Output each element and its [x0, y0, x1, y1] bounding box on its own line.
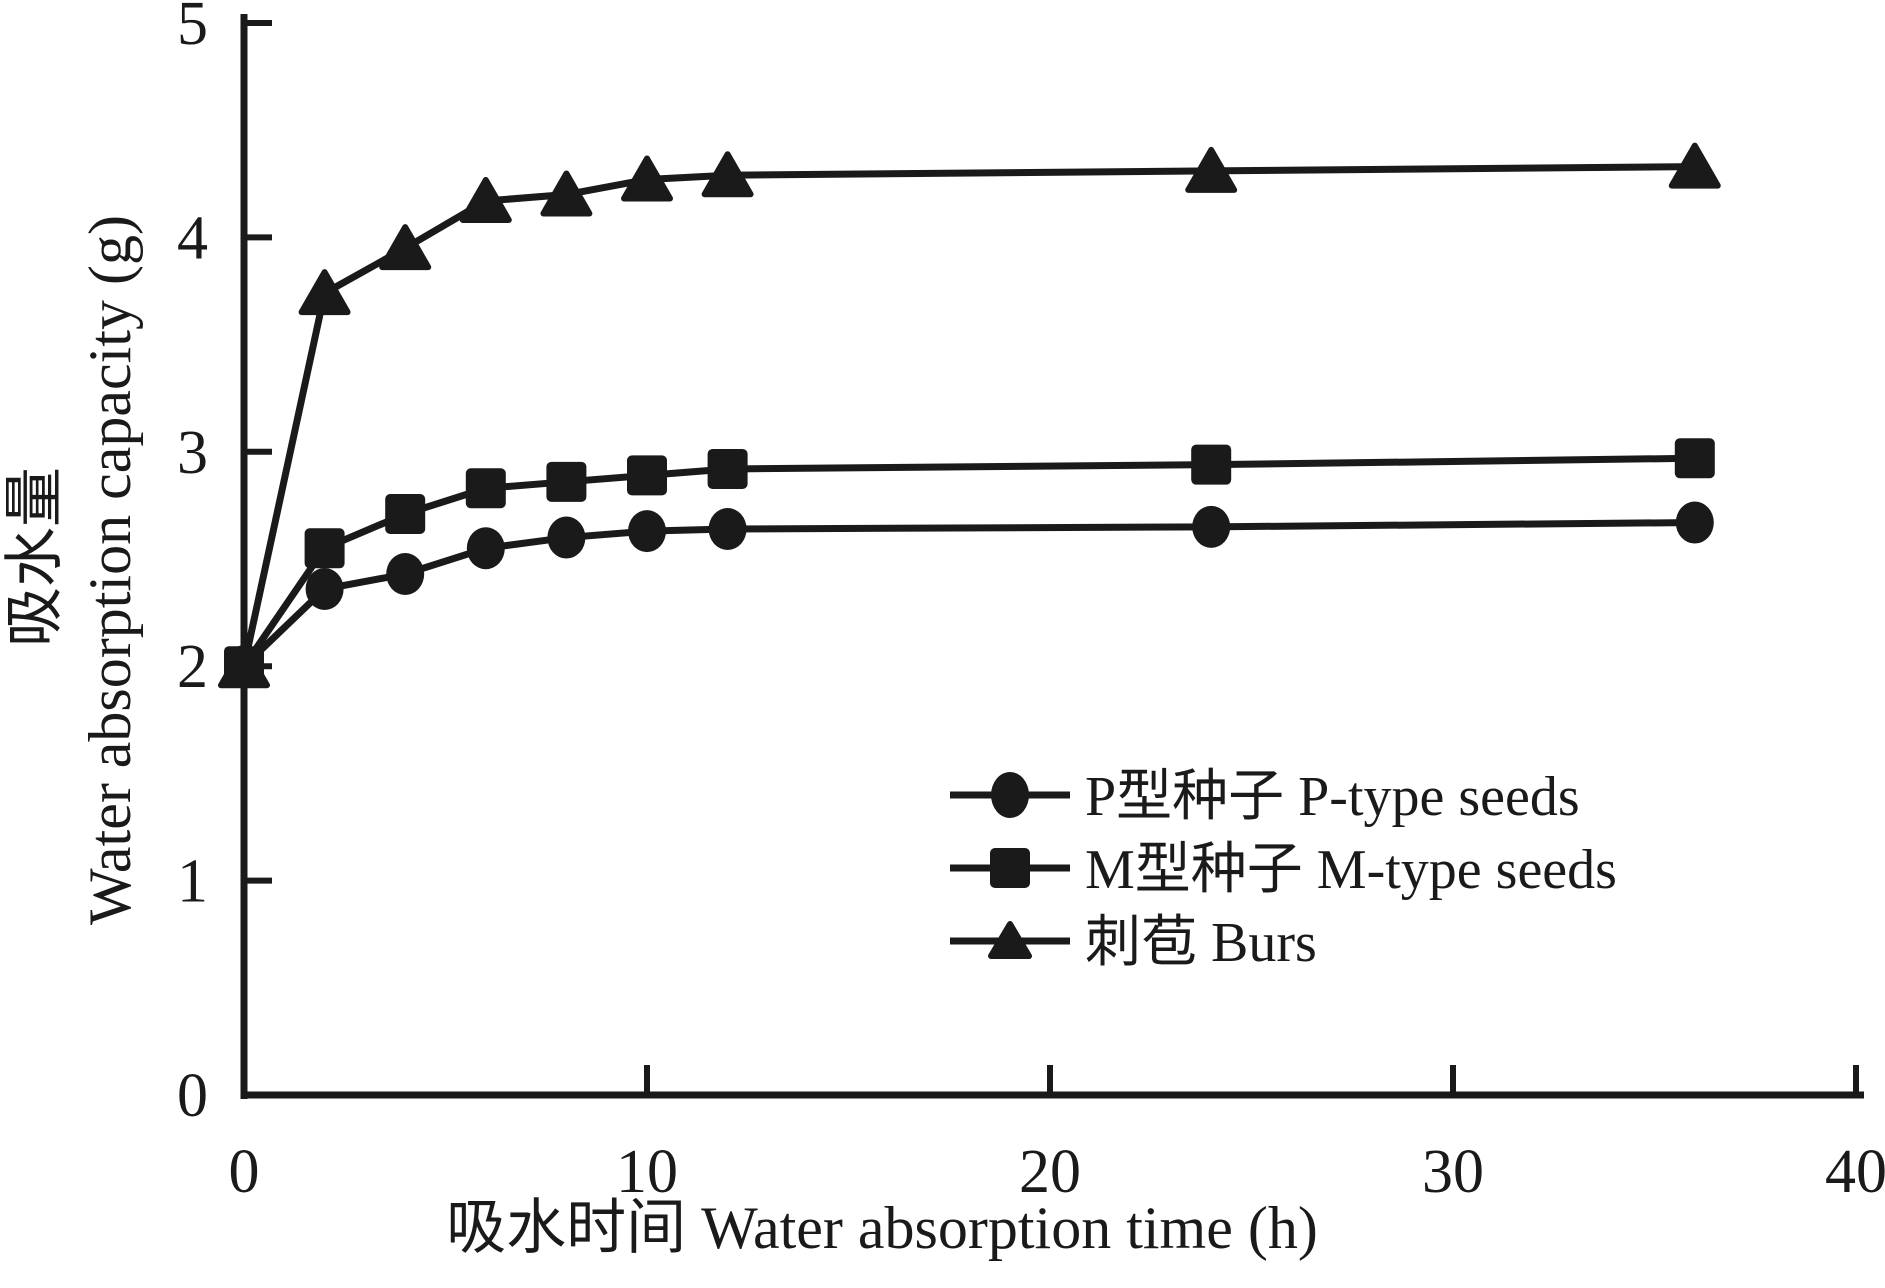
y-axis-title-cn: 吸水量 [2, 467, 68, 647]
x-tick-label-0: 0 [229, 1138, 260, 1206]
legend-label-square: M型种子 M-type seeds [1085, 839, 1617, 901]
data-point-triangle-10h [621, 155, 673, 202]
data-point-triangle-12h [701, 151, 754, 198]
x-tick-label-20: 20 [1019, 1138, 1081, 1206]
data-point-triangle-8h [540, 170, 593, 217]
data-point-triangle-4h [379, 224, 432, 271]
data-point-square-4h [385, 493, 426, 534]
x-axis-title: 吸水时间 Water absorption time (h) [446, 1195, 1318, 1261]
data-point-square-10h [627, 455, 667, 496]
data-point-square-2h [304, 528, 345, 569]
data-point-circle-8h [547, 516, 586, 559]
y-tick-label-5: 5 [177, 0, 208, 58]
series-line-circle [241, 519, 1695, 669]
data-point-circle-36h [1675, 501, 1714, 544]
data-point-circle-4h [386, 553, 425, 596]
legend-marker-triangle [988, 921, 1032, 959]
y-tick-label-2: 2 [177, 633, 208, 701]
legend-marker-square [990, 848, 1030, 888]
data-point-square-12h [707, 448, 748, 489]
series-line-square [241, 454, 1695, 669]
data-point-triangle-36h [1668, 142, 1721, 189]
data-point-circle-24h [1192, 505, 1231, 548]
y-axis-title-en: Water absorption capacity (g) [77, 215, 143, 925]
x-tick-label-40: 40 [1825, 1138, 1885, 1206]
data-point-square-8h [546, 461, 587, 502]
data-point-square-6h [465, 468, 506, 509]
data-point-square-36h [1674, 438, 1715, 479]
x-tick-label-30: 30 [1422, 1138, 1484, 1206]
data-point-triangle-24h [1185, 146, 1238, 193]
y-tick-label-4: 4 [177, 204, 208, 272]
data-point-square-24h [1191, 444, 1232, 485]
data-point-circle-6h [466, 527, 505, 570]
data-point-circle-12h [708, 507, 747, 550]
legend-label-triangle: 刺苞 Burs [1085, 912, 1317, 974]
series-line-triangle [240, 163, 1695, 667]
x-tick-label-10: 10 [616, 1138, 678, 1206]
legend-marker-circle [991, 772, 1029, 818]
data-point-circle-10h [628, 510, 666, 553]
data-point-triangle-6h [459, 176, 512, 223]
data-point-square-0h [224, 646, 264, 687]
data-point-triangle-2h [298, 269, 351, 316]
y-tick-label-3: 3 [177, 419, 208, 487]
y-tick-label-0: 0 [177, 1062, 208, 1130]
data-point-circle-2h [305, 568, 344, 611]
legend-label-circle: P型种子 P-type seeds [1085, 766, 1580, 828]
y-tick-label-1: 1 [177, 848, 208, 916]
